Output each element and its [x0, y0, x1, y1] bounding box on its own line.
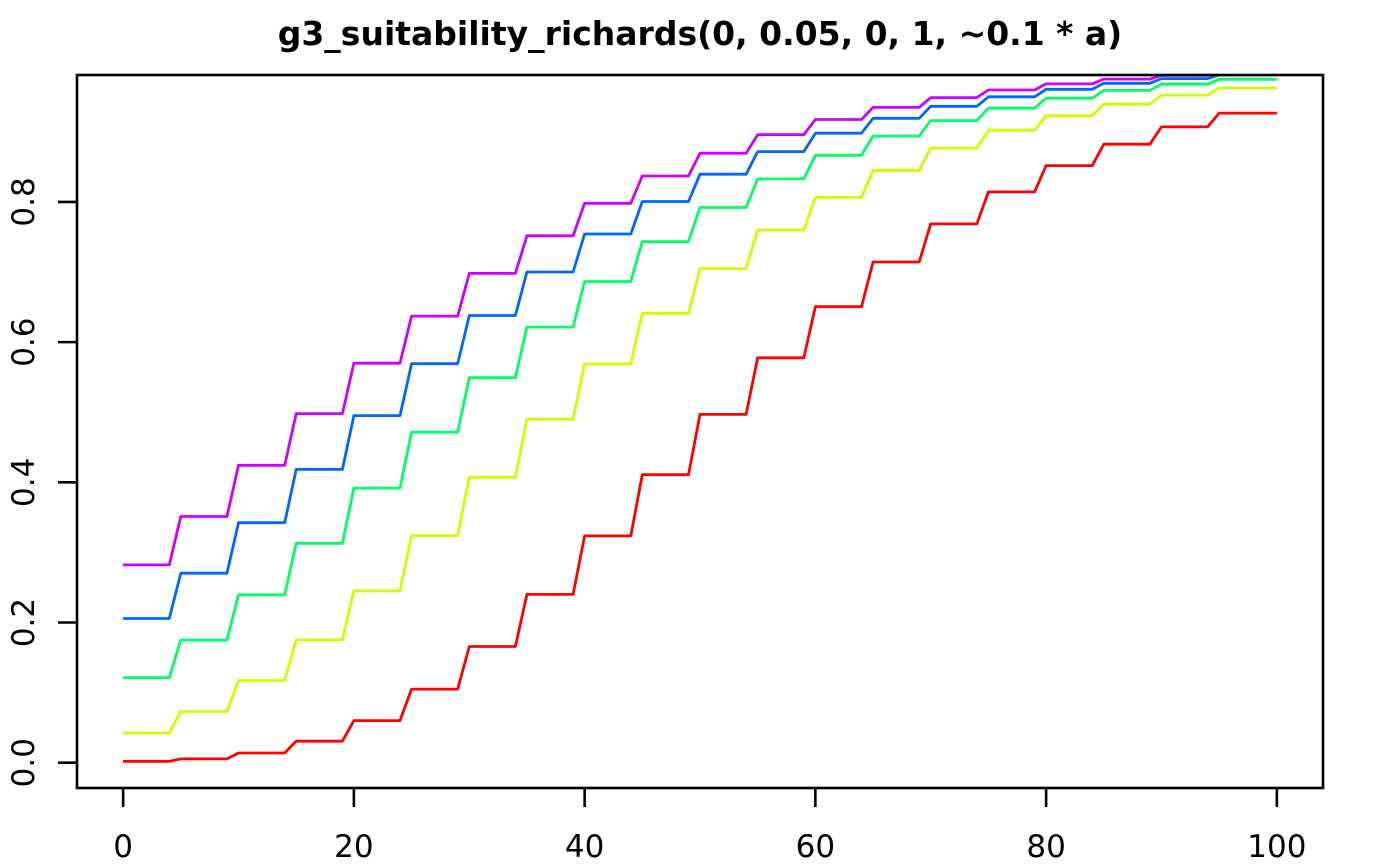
- x-axis-tick-label: 60: [796, 829, 835, 865]
- y-axis-tick-label: 0.0: [6, 738, 42, 787]
- series-line-age-2: [123, 86, 1277, 735]
- y-axis-tick-label: 0.4: [6, 458, 42, 507]
- series-line-age-4: [123, 75, 1277, 620]
- y-axis-tick-label: 0.2: [6, 598, 42, 647]
- series-line-age-1: [123, 111, 1277, 763]
- x-axis-tick-label: 0: [113, 829, 133, 865]
- plot-title: g3_suitability_richards(0, 0.05, 0, 1, ~…: [277, 14, 1123, 53]
- y-axis-tick-label: 0.6: [6, 317, 42, 366]
- x-axis-tick-label: 100: [1247, 829, 1306, 865]
- series-line-age-5: [123, 75, 1215, 567]
- x-axis-tick-label: 20: [334, 829, 373, 865]
- plot-border: [75, 73, 1325, 790]
- series-lines-group: [123, 75, 1277, 763]
- x-axis-tick-label: 80: [1026, 829, 1065, 865]
- series-line-age-3: [123, 77, 1277, 679]
- y-axis-tick-label: 0.8: [6, 177, 42, 226]
- x-axis-tick-label: 40: [565, 829, 604, 865]
